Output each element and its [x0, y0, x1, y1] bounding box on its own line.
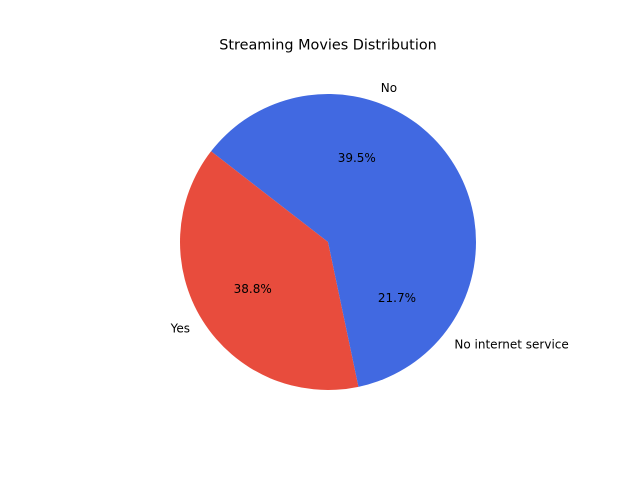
- slice-percent-no: 39.5%: [338, 151, 376, 165]
- slice-percent-no-internet-service: 21.7%: [378, 291, 416, 305]
- pie-slice-no: [211, 94, 476, 242]
- slice-label-yes: Yes: [170, 321, 190, 335]
- pie-slices: [180, 94, 476, 390]
- slice-label-no-internet-service: No internet service: [454, 338, 568, 352]
- slice-label-no: No: [381, 81, 397, 95]
- slice-percent-yes: 38.8%: [234, 282, 272, 296]
- pie-slice-no-internet-service: [328, 242, 476, 387]
- pie-labels: No 39.5% Yes 38.8% No internet service 21.7%: [170, 81, 569, 352]
- chart-title: Streaming Movies Distribution: [219, 38, 437, 54]
- pie-slice-yes: [180, 151, 359, 390]
